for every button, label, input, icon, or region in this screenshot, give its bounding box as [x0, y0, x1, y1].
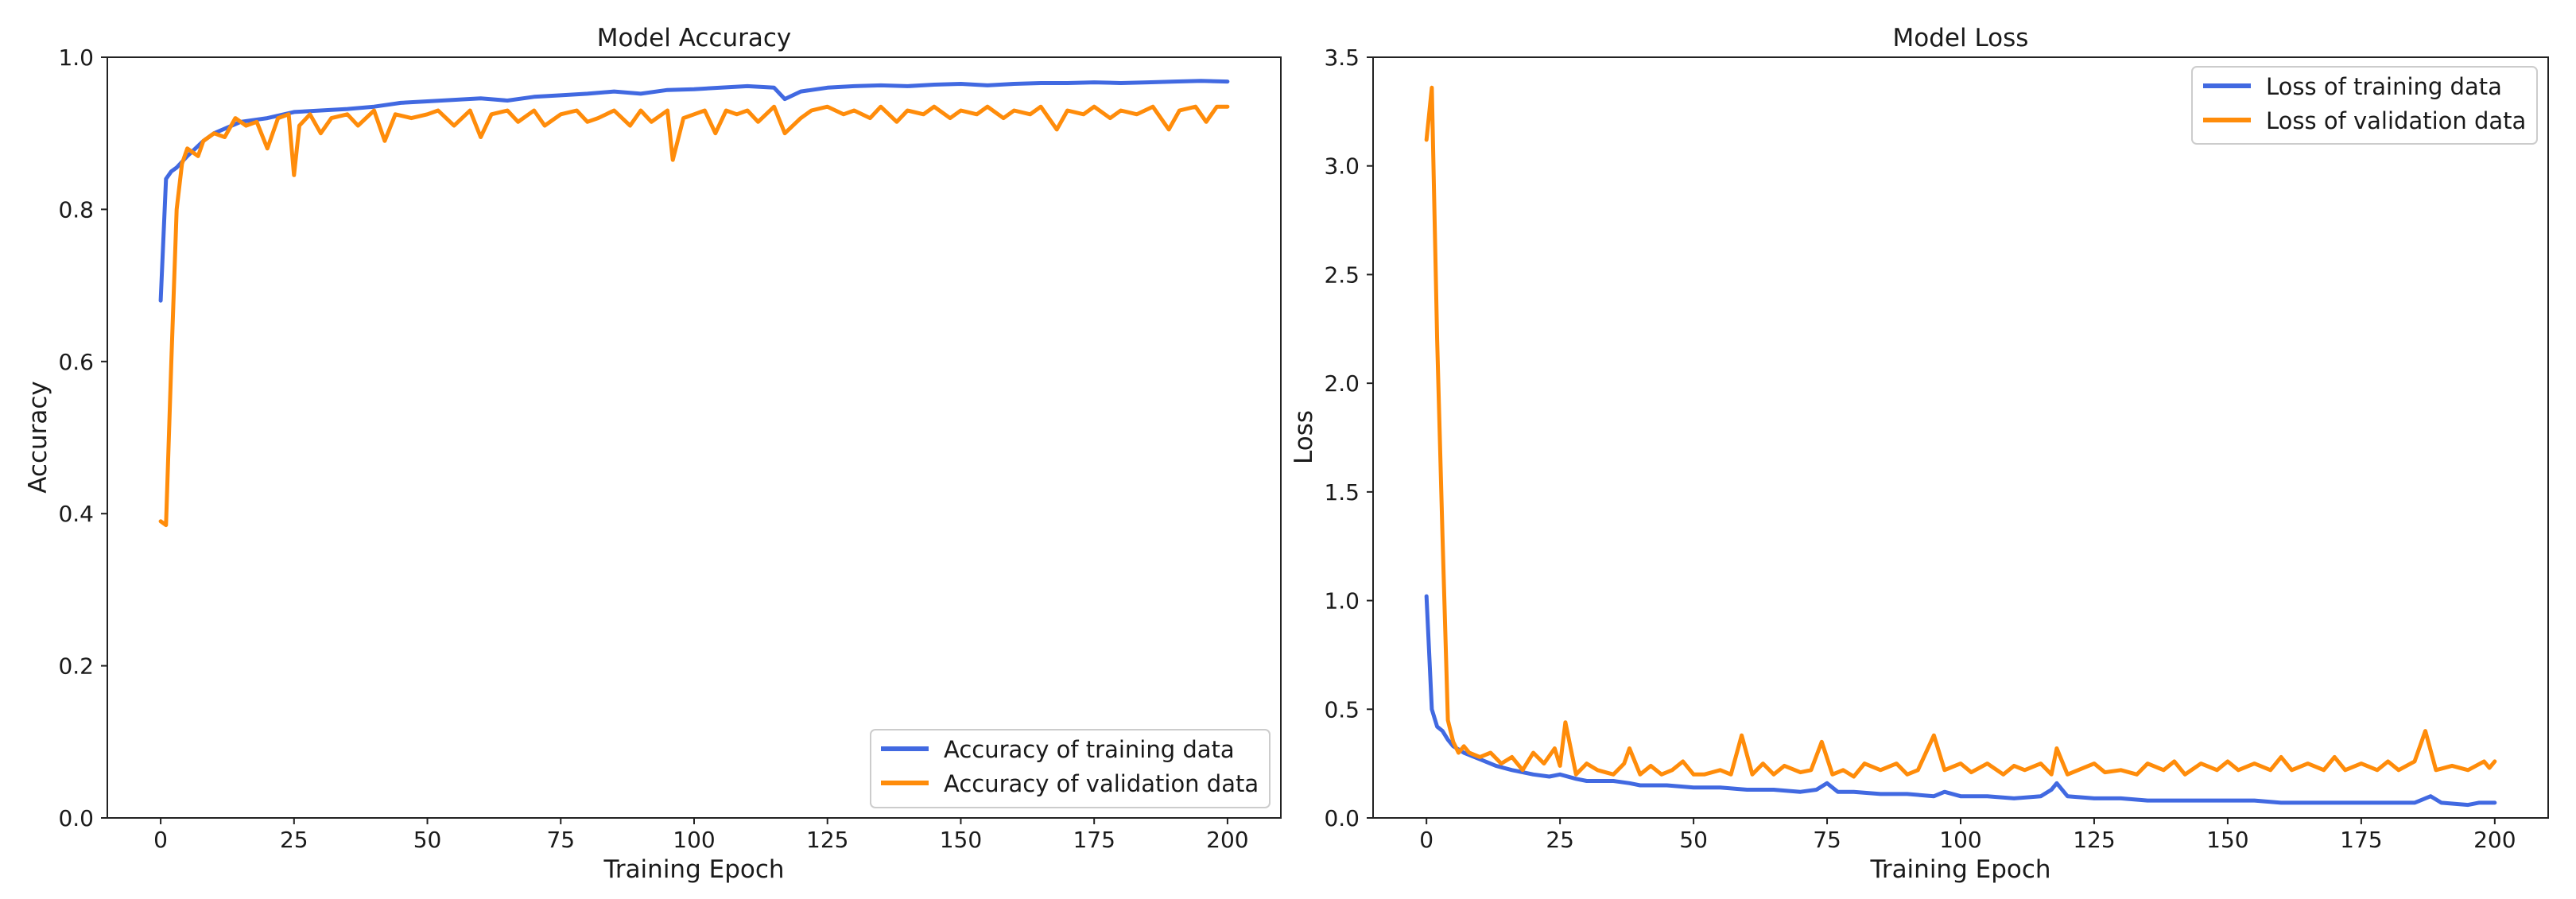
accuracy-series-layer — [158, 79, 1230, 528]
loss-line-validation — [1424, 85, 2497, 779]
loss-y-ticks: 0.0 0.5 1.0 1.5 2.0 2.5 3.0 3.5 — [1324, 45, 1373, 831]
loss-legend-label-training: Loss of training data — [2266, 73, 2502, 100]
accuracy-x-ticks: 0 25 50 75 100 125 150 175 200 — [153, 818, 1249, 853]
loss-y-tick-label: 3.5 — [1324, 45, 1360, 71]
loss-series-layer — [1424, 85, 2497, 808]
accuracy-x-tick-label: 125 — [806, 827, 848, 853]
accuracy-y-ticks: 0.0 0.2 0.4 0.6 0.8 1.0 — [58, 45, 107, 831]
accuracy-x-tick-label: 75 — [546, 827, 575, 853]
loss-line-training — [1424, 594, 2497, 808]
loss-x-tick-label: 150 — [2206, 827, 2248, 853]
accuracy-chart-title: Model Accuracy — [597, 24, 791, 52]
loss-y-tick-label: 0.0 — [1324, 805, 1360, 831]
loss-plot-frame — [1372, 56, 2549, 819]
loss-y-tick-label: 1.0 — [1324, 588, 1360, 614]
accuracy-x-tick-label: 50 — [413, 827, 442, 853]
accuracy-legend-label-training: Accuracy of training data — [944, 736, 1235, 763]
loss-y-tick-label: 2.0 — [1324, 370, 1360, 397]
accuracy-y-tick-label: 0.2 — [58, 653, 94, 680]
loss-y-axis-label: Loss — [1290, 410, 1318, 464]
accuracy-x-tick-label: 25 — [280, 827, 308, 853]
accuracy-y-tick-label: 0.8 — [58, 196, 94, 223]
loss-x-tick-label: 50 — [1679, 827, 1708, 853]
accuracy-y-tick-label: 0.4 — [58, 501, 94, 527]
accuracy-line-training — [158, 79, 1230, 303]
accuracy-y-tick-label: 1.0 — [58, 45, 94, 71]
accuracy-x-tick-label: 150 — [940, 827, 982, 853]
loss-legend: Loss of training data Loss of validation… — [2191, 66, 2538, 145]
accuracy-x-tick-label: 200 — [1206, 827, 1248, 853]
loss-x-tick-label: 75 — [1813, 827, 1841, 853]
accuracy-x-tick-label: 175 — [1073, 827, 1115, 853]
accuracy-chart: Model Accuracy 0 25 50 75 100 125 150 175 200 0.… — [24, 24, 1282, 884]
loss-x-ticks: 0 25 50 75 100 125 150 175 200 — [1419, 818, 2516, 853]
loss-y-tick-label: 0.5 — [1324, 696, 1360, 723]
accuracy-line-validation — [158, 104, 1230, 528]
accuracy-y-axis-label: Accuracy — [24, 381, 52, 494]
loss-x-tick-label: 100 — [1939, 827, 1981, 853]
loss-x-tick-label: 200 — [2473, 827, 2516, 853]
accuracy-legend-label-validation: Accuracy of validation data — [944, 770, 1259, 797]
accuracy-legend-box — [870, 729, 1271, 808]
loss-chart: Model Loss 0 25 50 75 100 125 150 175 200 0.0 0.5… — [1290, 24, 2549, 884]
loss-x-tick-label: 25 — [1546, 827, 1574, 853]
loss-y-tick-label: 1.5 — [1324, 479, 1360, 506]
accuracy-x-axis-label: Training Epoch — [603, 855, 784, 884]
loss-y-tick-label: 2.5 — [1324, 262, 1360, 288]
loss-x-tick-label: 125 — [2073, 827, 2115, 853]
loss-x-tick-label: 175 — [2340, 827, 2382, 853]
accuracy-x-tick-label: 100 — [673, 827, 715, 853]
accuracy-plot-frame — [107, 56, 1282, 819]
loss-chart-title: Model Loss — [1893, 24, 2029, 52]
accuracy-y-tick-label: 0.0 — [58, 805, 94, 831]
loss-y-tick-label: 3.0 — [1324, 153, 1360, 180]
accuracy-y-tick-label: 0.6 — [58, 349, 94, 375]
accuracy-x-tick-label: 0 — [153, 827, 168, 853]
loss-legend-label-validation: Loss of validation data — [2266, 107, 2526, 134]
loss-x-tick-label: 0 — [1419, 827, 1433, 853]
loss-x-axis-label: Training Epoch — [1869, 855, 2050, 884]
loss-legend-box — [2191, 66, 2538, 145]
accuracy-legend: Accuracy of training data Accuracy of va… — [870, 729, 1271, 808]
